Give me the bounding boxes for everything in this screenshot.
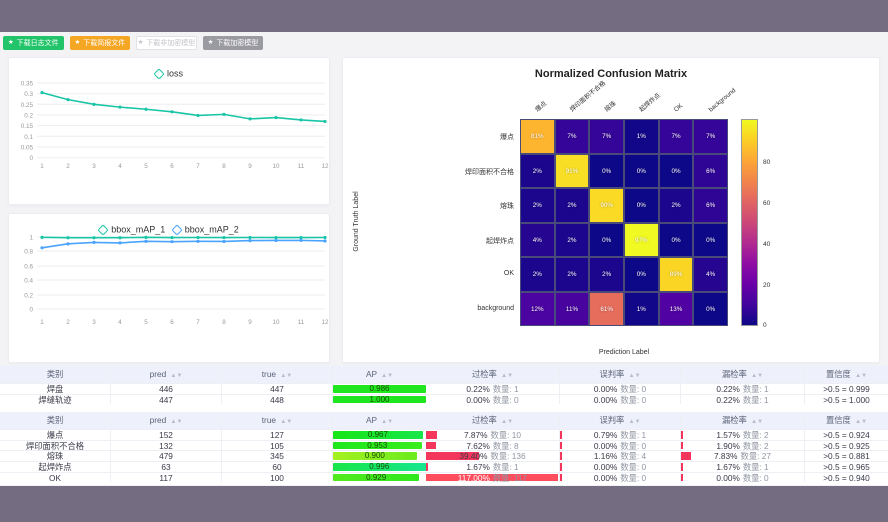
svg-text:1: 1 xyxy=(29,235,33,242)
svg-text:0.1: 0.1 xyxy=(24,134,33,141)
svg-text:4: 4 xyxy=(118,319,122,326)
svg-text:5: 5 xyxy=(144,163,148,170)
svg-text:0: 0 xyxy=(29,307,33,314)
svg-text:3: 3 xyxy=(92,163,96,170)
svg-text:7: 7 xyxy=(196,319,200,326)
svg-text:8: 8 xyxy=(222,319,226,326)
svg-text:0.6: 0.6 xyxy=(24,264,33,271)
svg-text:2: 2 xyxy=(66,319,70,326)
svg-text:1: 1 xyxy=(40,319,44,326)
svg-text:2: 2 xyxy=(66,163,70,170)
svg-text:0: 0 xyxy=(29,155,33,162)
svg-text:0.15: 0.15 xyxy=(21,123,34,130)
svg-text:12: 12 xyxy=(321,319,329,326)
svg-text:9: 9 xyxy=(248,163,252,170)
svg-text:11: 11 xyxy=(298,163,305,170)
svg-text:0.2: 0.2 xyxy=(24,113,33,120)
svg-text:起焊炸点: 起焊炸点 xyxy=(637,90,662,113)
svg-text:0.05: 0.05 xyxy=(21,145,34,152)
svg-text:0.8: 0.8 xyxy=(24,249,33,256)
svg-text:5: 5 xyxy=(144,319,148,326)
svg-text:0.25: 0.25 xyxy=(21,102,34,109)
svg-text:OK: OK xyxy=(673,102,685,114)
svg-text:12: 12 xyxy=(321,163,329,170)
svg-text:焊印面积不合格: 焊印面积不合格 xyxy=(568,78,608,114)
svg-text:10: 10 xyxy=(272,163,280,170)
svg-text:9: 9 xyxy=(248,319,252,326)
svg-text:0.2: 0.2 xyxy=(24,293,33,300)
svg-text:4: 4 xyxy=(118,163,122,170)
svg-text:7: 7 xyxy=(196,163,200,170)
svg-text:6: 6 xyxy=(170,163,174,170)
svg-text:10: 10 xyxy=(272,319,280,326)
svg-text:0.4: 0.4 xyxy=(24,278,33,285)
svg-text:3: 3 xyxy=(92,319,96,326)
svg-text:11: 11 xyxy=(298,319,305,326)
svg-text:0.35: 0.35 xyxy=(21,81,34,88)
svg-text:background: background xyxy=(707,87,737,114)
svg-text:0.3: 0.3 xyxy=(24,91,33,98)
svg-text:熔珠: 熔珠 xyxy=(602,98,618,113)
svg-text:8: 8 xyxy=(222,163,226,170)
svg-text:1: 1 xyxy=(40,163,44,170)
svg-text:爆点: 爆点 xyxy=(533,99,548,114)
svg-text:6: 6 xyxy=(170,319,174,326)
